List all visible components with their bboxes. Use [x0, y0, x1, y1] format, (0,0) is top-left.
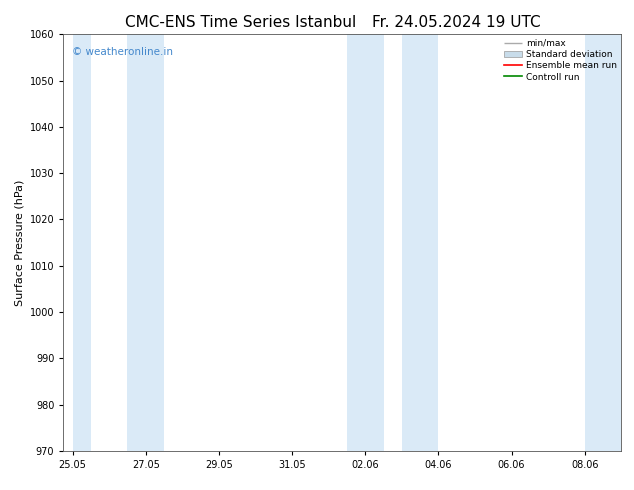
Bar [347, 34, 384, 451]
Y-axis label: Surface Pressure (hPa): Surface Pressure (hPa) [14, 179, 24, 306]
Bar [402, 34, 438, 451]
Text: © weatheronline.in: © weatheronline.in [72, 47, 173, 57]
Text: CMC-ENS Time Series Istanbul: CMC-ENS Time Series Istanbul [126, 15, 356, 30]
Text: Fr. 24.05.2024 19 UTC: Fr. 24.05.2024 19 UTC [372, 15, 541, 30]
Bar [585, 34, 621, 451]
Bar [72, 34, 91, 451]
Legend: min/max, Standard deviation, Ensemble mean run, Controll run: min/max, Standard deviation, Ensemble me… [502, 37, 619, 83]
Bar [127, 34, 164, 451]
